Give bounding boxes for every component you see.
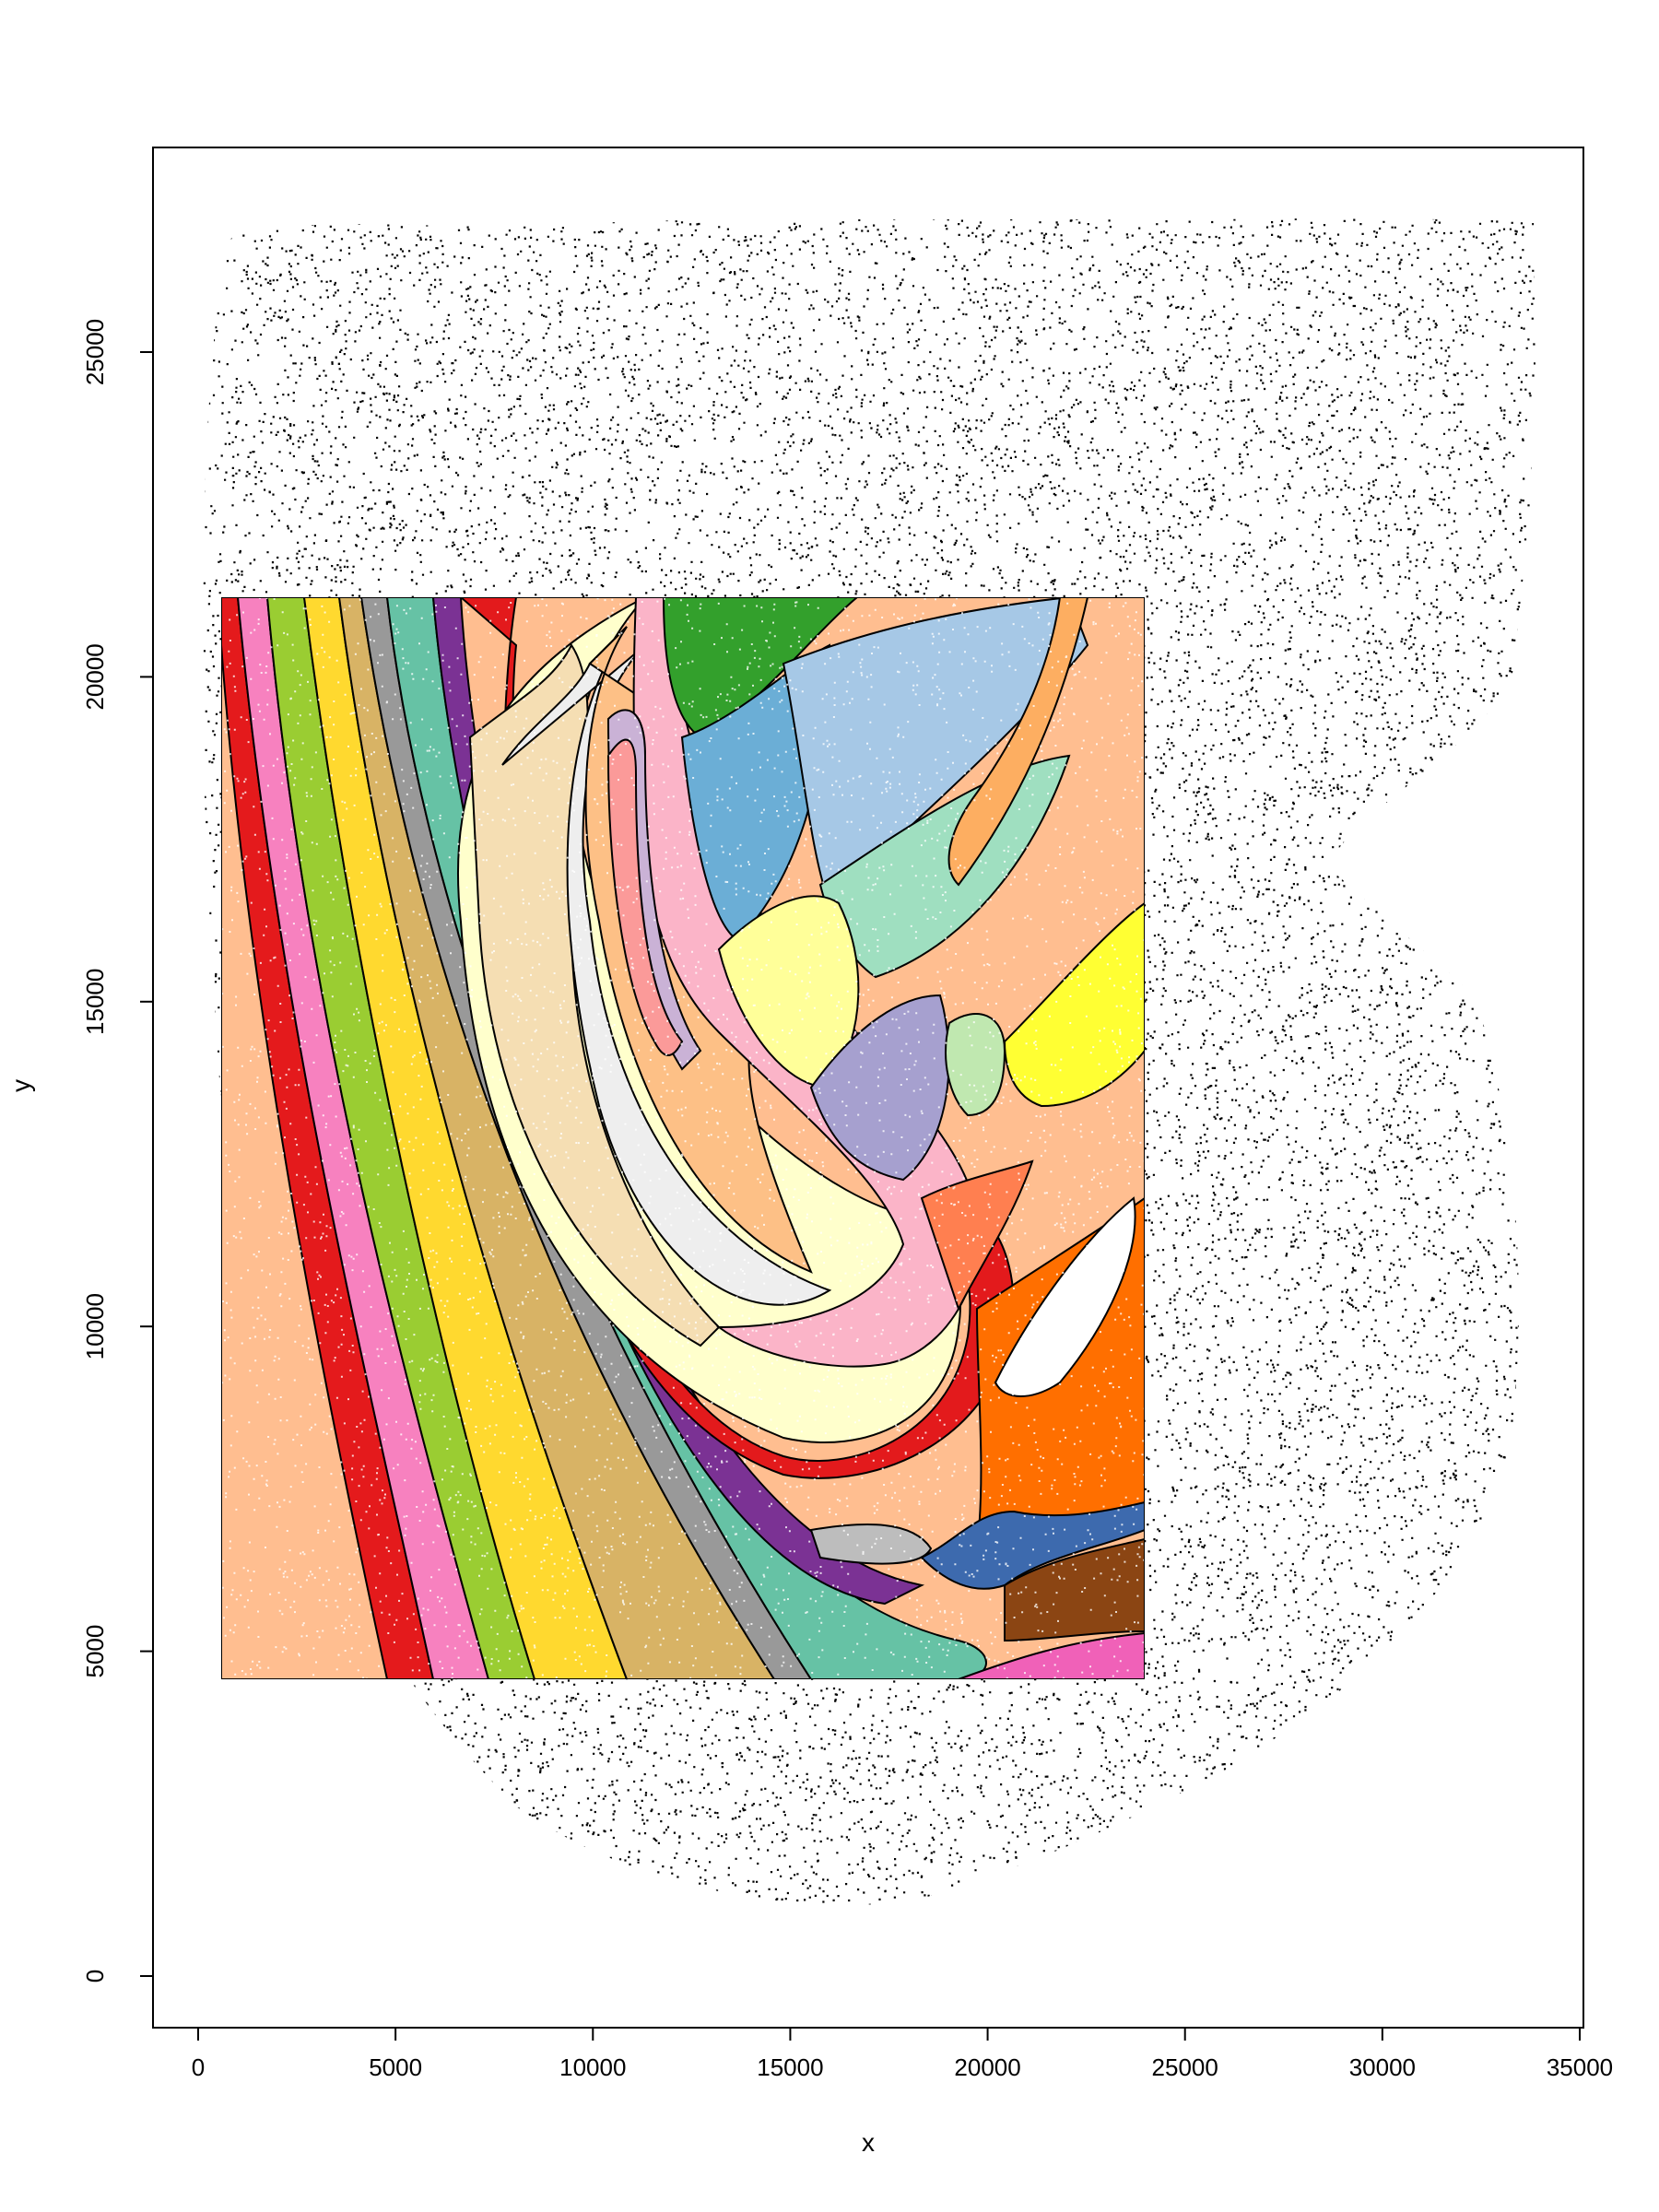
- x-axis: 0 5000 10000 15000 20000 25000 30000 35000 x: [192, 2027, 1613, 2157]
- region-band-29: [920, 1500, 1145, 1590]
- region-band-21: [717, 895, 860, 1089]
- region-band-28: [1004, 1537, 1145, 1642]
- y-axis-title: y: [6, 1079, 35, 1092]
- x-tick-label: 15000: [757, 2053, 823, 2081]
- x-axis-title: x: [862, 2128, 875, 2157]
- region-band-19: [782, 597, 1089, 905]
- y-tick-label: 5000: [81, 1625, 109, 1678]
- y-tick-label: 25000: [81, 319, 109, 385]
- y-axis: 0 5000 10000 15000 20000 25000 y: [6, 319, 154, 1983]
- x-tick-label: 10000: [559, 2053, 626, 2081]
- y-tick-label: 20000: [81, 643, 109, 710]
- x-tick-label: 5000: [369, 2053, 422, 2081]
- region-band-32: [809, 1524, 933, 1565]
- x-tick-label: 30000: [1349, 2053, 1416, 2081]
- region-band-11: [468, 643, 721, 1347]
- x-tick-label: 25000: [1152, 2053, 1218, 2081]
- region-band-31: [994, 1196, 1136, 1397]
- y-tick-label: 0: [81, 1970, 109, 1983]
- x-tick-label: 0: [192, 2053, 205, 2081]
- region-band-24: [945, 1013, 1006, 1117]
- region-band-25: [1003, 901, 1145, 1108]
- region-band-22: [809, 994, 950, 1182]
- x-tick-label: 35000: [1547, 2053, 1613, 2081]
- y-tick-label: 15000: [81, 969, 109, 1035]
- region-band-23: [947, 597, 1089, 887]
- y-tick-label: 10000: [81, 1293, 109, 1359]
- x-tick-label: 20000: [954, 2053, 1020, 2081]
- region-band-16: [606, 738, 684, 1056]
- segmented-region: [221, 597, 1145, 1679]
